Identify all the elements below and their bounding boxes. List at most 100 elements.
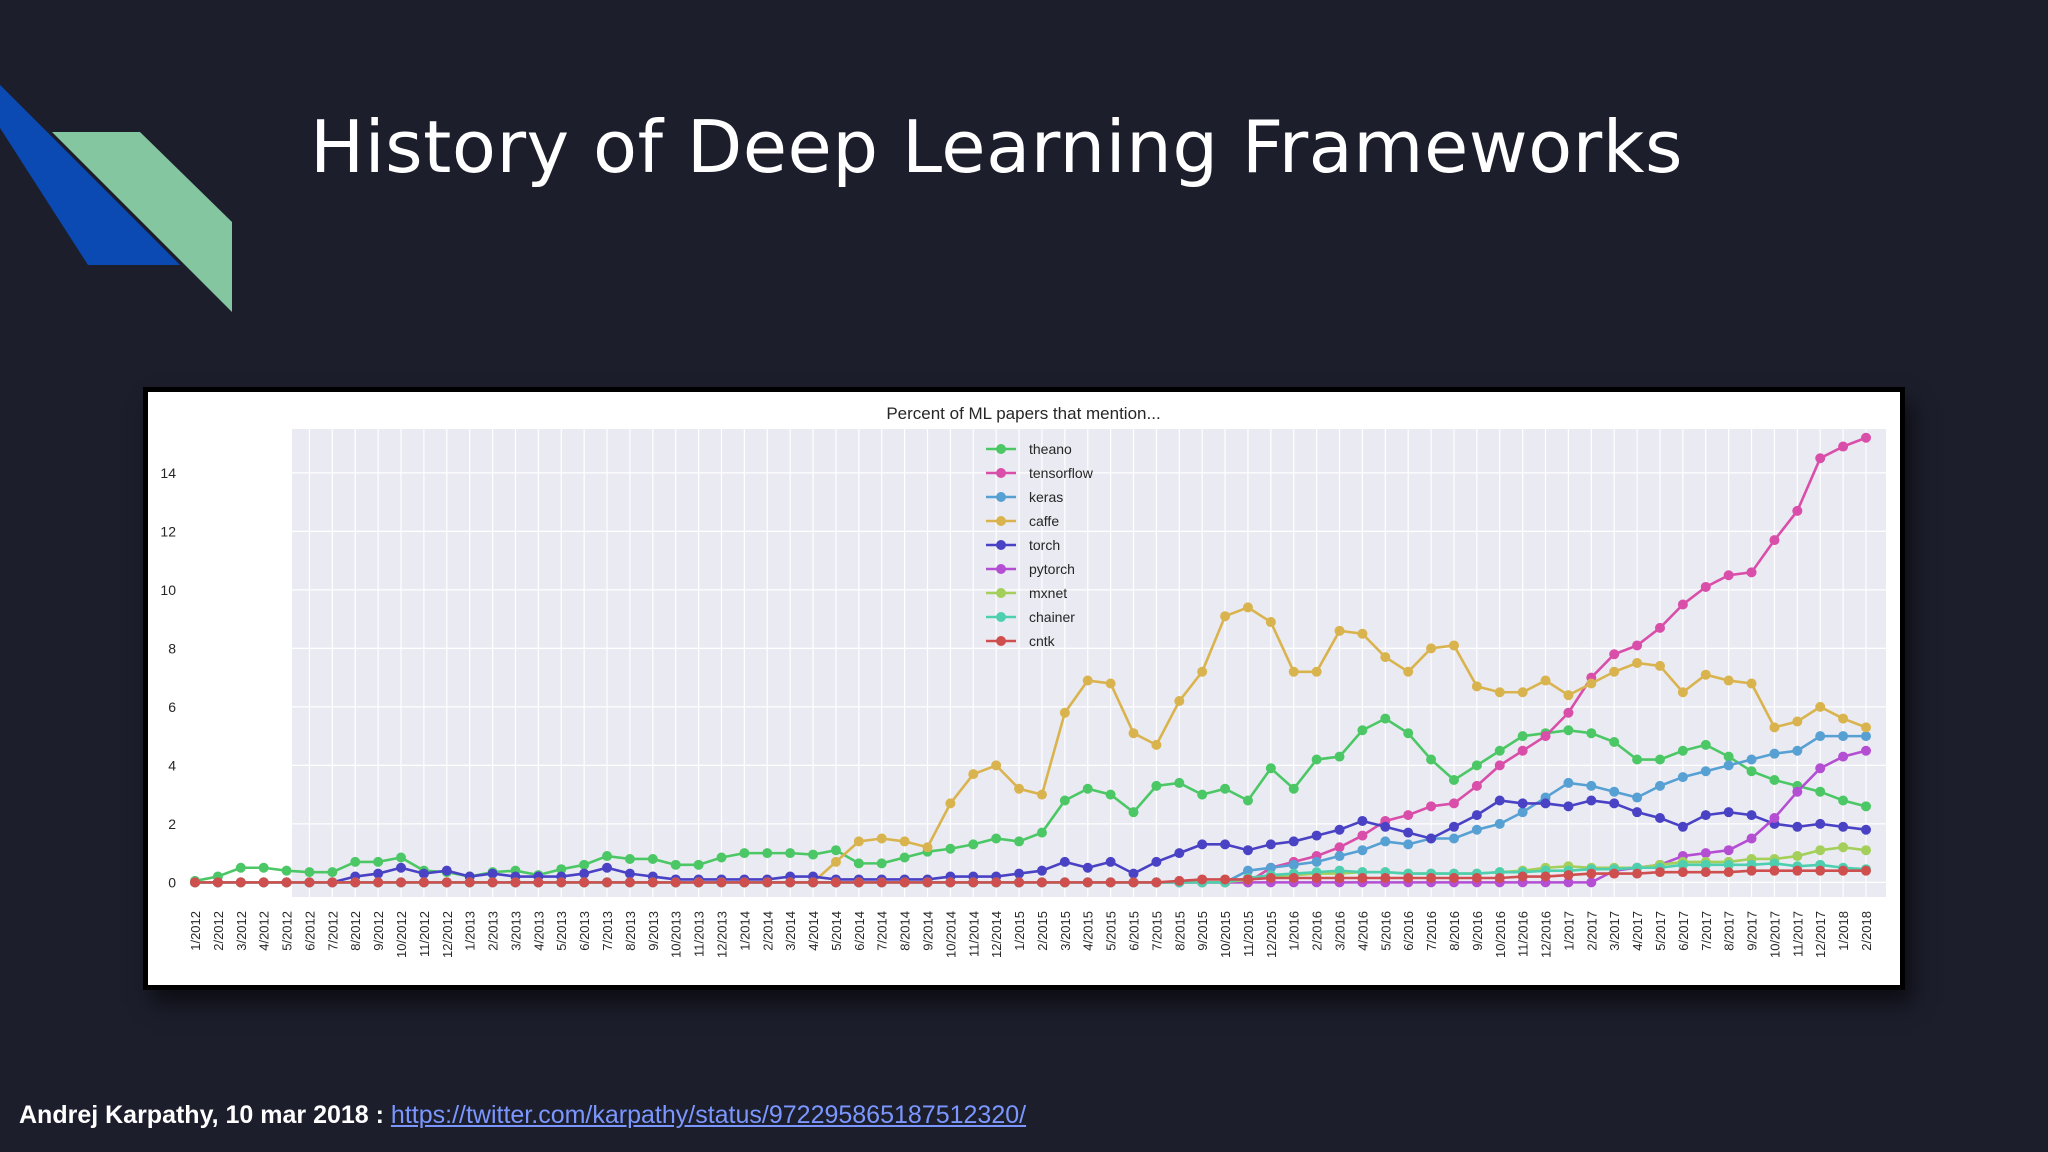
data-point-tensorflow — [1838, 441, 1849, 452]
x-tick-label: 11/2013 — [692, 911, 707, 957]
y-tick-label: 10 — [160, 582, 176, 598]
data-point-theano — [624, 853, 635, 864]
x-tick-label: 7/2017 — [1699, 911, 1714, 951]
data-point-caffe — [1014, 783, 1025, 794]
x-tick-label: 6/2017 — [1676, 911, 1691, 951]
data-point-caffe — [1563, 690, 1574, 701]
data-point-theano — [1059, 795, 1070, 806]
legend-label-keras: keras — [1029, 489, 1063, 505]
x-tick-label: 4/2016 — [1355, 911, 1370, 951]
data-point-caffe — [1448, 640, 1459, 651]
x-tick-label: 8/2017 — [1722, 911, 1737, 951]
y-tick-label: 14 — [160, 465, 176, 481]
data-point-torch — [373, 868, 384, 879]
data-point-cntk — [258, 877, 269, 888]
x-tick-label: 8/2014 — [898, 911, 913, 951]
footer-link[interactable]: https://twitter.com/karpathy/status/9722… — [390, 1101, 1027, 1129]
data-point-keras — [1471, 824, 1482, 835]
data-point-cntk — [1586, 868, 1597, 879]
data-point-theano — [876, 858, 887, 869]
legend-label-torch: torch — [1029, 537, 1060, 553]
data-point-torch — [1746, 810, 1757, 821]
x-tick-label: 6/2014 — [852, 911, 867, 951]
data-point-cntk — [991, 877, 1002, 888]
data-point-tensorflow — [1563, 707, 1574, 718]
x-tick-label: 7/2016 — [1424, 911, 1439, 951]
data-point-theano — [1265, 763, 1276, 774]
data-point-cntk — [1609, 868, 1620, 879]
data-point-theano — [1746, 766, 1757, 777]
data-point-keras — [1403, 839, 1414, 850]
legend-marker-keras — [996, 492, 1006, 502]
data-point-torch — [1815, 818, 1826, 829]
x-tick-label: 10/2016 — [1493, 911, 1508, 958]
data-point-keras — [1494, 818, 1505, 829]
data-point-cntk — [624, 877, 635, 888]
data-point-theano — [945, 843, 956, 854]
data-point-keras — [1677, 772, 1688, 783]
data-point-cntk — [830, 877, 841, 888]
data-point-cntk — [1265, 872, 1276, 883]
data-point-caffe — [1403, 666, 1414, 677]
data-point-tensorflow — [1334, 842, 1345, 853]
data-point-torch — [1357, 815, 1368, 826]
data-point-theano — [647, 853, 658, 864]
legend-label-pytorch: pytorch — [1029, 561, 1075, 577]
x-tick-label: 10/2017 — [1767, 911, 1782, 958]
data-point-cntk — [1792, 865, 1803, 876]
legend-label-chainer: chainer — [1029, 609, 1075, 625]
data-point-torch — [1288, 836, 1299, 847]
data-point-theano — [327, 867, 338, 878]
data-point-cntk — [396, 877, 407, 888]
data-point-theano — [579, 859, 590, 870]
data-point-torch — [1014, 868, 1025, 879]
data-point-cntk — [533, 877, 544, 888]
data-point-theano — [350, 856, 361, 867]
data-point-theano — [1563, 725, 1574, 736]
data-point-caffe — [1220, 611, 1231, 622]
data-point-torch — [1197, 839, 1208, 850]
data-point-caffe — [1242, 602, 1253, 613]
x-tick-label: 9/2013 — [646, 911, 661, 951]
data-point-cntk — [945, 877, 956, 888]
data-point-pytorch — [1838, 751, 1849, 762]
data-point-theano — [853, 858, 864, 869]
data-point-caffe — [853, 836, 864, 847]
data-point-keras — [1654, 780, 1665, 791]
data-point-theano — [373, 856, 384, 867]
data-point-torch — [1082, 862, 1093, 873]
x-tick-label: 1/2013 — [463, 911, 478, 951]
data-point-torch — [1311, 830, 1322, 841]
data-point-theano — [1769, 775, 1780, 785]
x-tick-label: 2/2016 — [1310, 911, 1325, 951]
data-point-theano — [899, 852, 910, 863]
data-point-caffe — [922, 842, 933, 853]
data-point-tensorflow — [1517, 745, 1528, 756]
data-point-cntk — [1014, 877, 1025, 888]
data-point-caffe — [1861, 722, 1871, 733]
data-point-torch — [487, 868, 498, 879]
data-point-caffe — [1654, 660, 1665, 671]
data-point-tensorflow — [1403, 810, 1414, 821]
data-point-cntk — [602, 877, 613, 888]
data-point-torch — [1403, 827, 1414, 838]
data-point-keras — [1242, 865, 1253, 876]
data-point-cntk — [1723, 867, 1734, 878]
data-point-theano — [1471, 760, 1482, 771]
data-point-cntk — [693, 877, 704, 888]
data-point-theano — [1632, 754, 1643, 765]
data-point-torch — [1517, 798, 1528, 809]
footer: Andrej Karpathy, 10 mar 2018 : https://t… — [19, 1101, 1026, 1130]
data-point-torch — [1494, 795, 1505, 806]
y-tick-label: 4 — [168, 757, 176, 773]
x-tick-label: 1/2017 — [1561, 911, 1576, 951]
data-point-caffe — [1082, 675, 1093, 686]
data-point-cntk — [1105, 877, 1116, 888]
data-point-cntk — [647, 877, 658, 888]
data-point-theano — [281, 865, 292, 876]
data-point-cntk — [1632, 868, 1643, 879]
data-point-pytorch — [1563, 877, 1574, 888]
data-point-mxnet — [1861, 845, 1871, 856]
data-point-cntk — [579, 877, 590, 888]
data-point-cntk — [190, 877, 200, 888]
